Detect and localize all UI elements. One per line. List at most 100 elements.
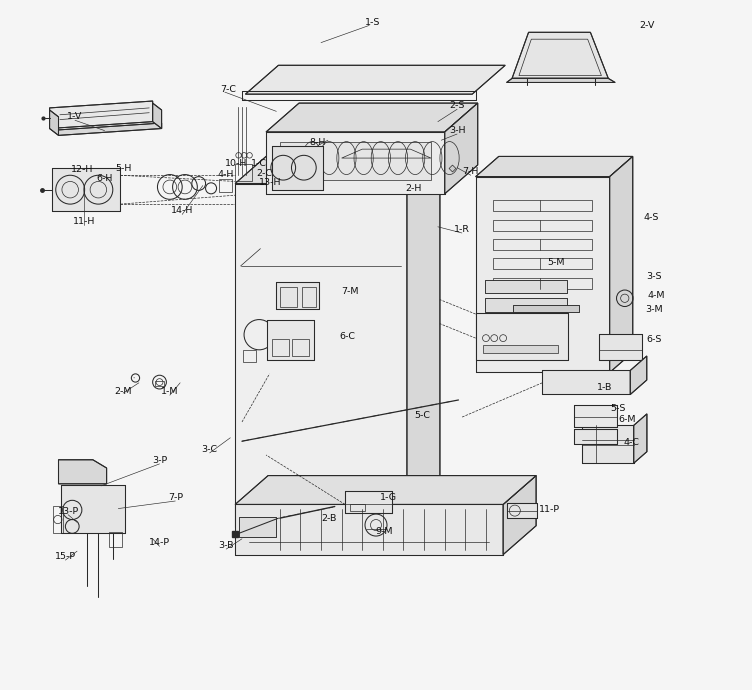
Bar [280,142,431,180]
Text: 2-M: 2-M [114,387,132,396]
Text: 2-S: 2-S [450,101,465,110]
Bar [52,168,120,211]
Text: 7-C: 7-C [220,85,236,94]
Bar [599,334,642,360]
Bar [268,320,314,360]
Polygon shape [235,475,536,504]
Bar [542,371,630,395]
Bar [280,287,297,306]
Bar [293,339,309,356]
Bar [109,532,122,547]
Bar [345,491,392,513]
Text: 2-V: 2-V [640,21,655,30]
Text: 4-H: 4-H [218,170,235,179]
Text: 1-M: 1-M [161,387,178,396]
Polygon shape [59,460,107,484]
Polygon shape [476,177,610,373]
Bar [244,350,256,362]
Bar [220,179,232,193]
Text: 11-P: 11-P [538,506,559,515]
Bar [238,517,276,538]
Text: 2-H: 2-H [405,184,422,193]
Polygon shape [444,103,478,194]
Text: 6-H: 6-H [96,174,113,183]
Text: 12-H: 12-H [71,166,93,175]
Text: 1-B: 1-B [596,383,612,392]
Bar [476,313,569,360]
Text: 13-P: 13-P [57,507,79,516]
Bar [582,426,634,463]
Bar [276,282,319,309]
Bar [345,491,392,513]
Text: 5-H: 5-H [115,164,132,173]
Bar [599,334,642,360]
Bar [574,406,617,428]
Text: 1-V: 1-V [68,112,83,121]
Bar [235,184,407,527]
Text: 3-B: 3-B [218,541,234,550]
Bar [493,239,593,250]
Bar [582,426,634,463]
Polygon shape [634,414,647,463]
Text: 5-M: 5-M [547,258,565,267]
Text: 3-M: 3-M [644,305,663,314]
Bar [507,503,538,518]
Bar [574,429,617,444]
Text: 10-H: 10-H [225,159,247,168]
Bar [574,429,617,444]
Bar [507,503,538,518]
Bar [235,164,253,181]
Text: 7-M: 7-M [341,287,359,296]
Text: 14-H: 14-H [171,206,193,215]
Bar [574,406,617,428]
Text: 2-C: 2-C [256,168,273,178]
Polygon shape [245,66,505,94]
Polygon shape [476,157,632,177]
Bar [483,345,558,353]
Bar [276,282,319,309]
Bar [268,320,314,360]
Text: 4-M: 4-M [647,291,665,300]
Text: 1-S: 1-S [365,17,381,26]
Polygon shape [407,155,440,527]
Bar [514,305,579,312]
Polygon shape [630,356,647,395]
Bar [476,313,569,360]
Bar [271,339,289,356]
Polygon shape [266,103,478,132]
Text: 3-P: 3-P [152,456,167,465]
Bar [493,259,593,269]
Polygon shape [50,101,153,128]
Text: 3-H: 3-H [449,126,465,135]
Polygon shape [235,155,440,184]
Bar [238,517,276,538]
Text: 2-B: 2-B [322,513,337,523]
Bar [302,287,316,306]
Bar [235,504,503,555]
Bar [493,277,593,288]
Bar [271,146,323,190]
Text: 1-R: 1-R [454,225,470,234]
Text: 1-G: 1-G [380,493,397,502]
Polygon shape [610,157,632,373]
Bar [61,485,125,533]
Bar [484,279,567,293]
Text: 3-C: 3-C [202,445,218,454]
Bar [484,298,567,312]
Text: 15-P: 15-P [55,552,76,561]
Text: 4-C: 4-C [623,438,640,447]
Bar [493,220,593,231]
Text: 7-P: 7-P [168,493,183,502]
Polygon shape [153,103,162,128]
Bar [350,504,365,511]
Polygon shape [59,123,162,135]
Text: 3-S: 3-S [647,272,662,281]
Text: 14-P: 14-P [149,538,170,547]
Text: 6-M: 6-M [618,415,635,424]
Text: 7-H: 7-H [462,167,479,177]
Text: 6-S: 6-S [647,335,662,344]
Polygon shape [512,32,608,79]
Bar [542,371,630,395]
Polygon shape [507,79,615,83]
Text: 8-H: 8-H [309,138,326,147]
